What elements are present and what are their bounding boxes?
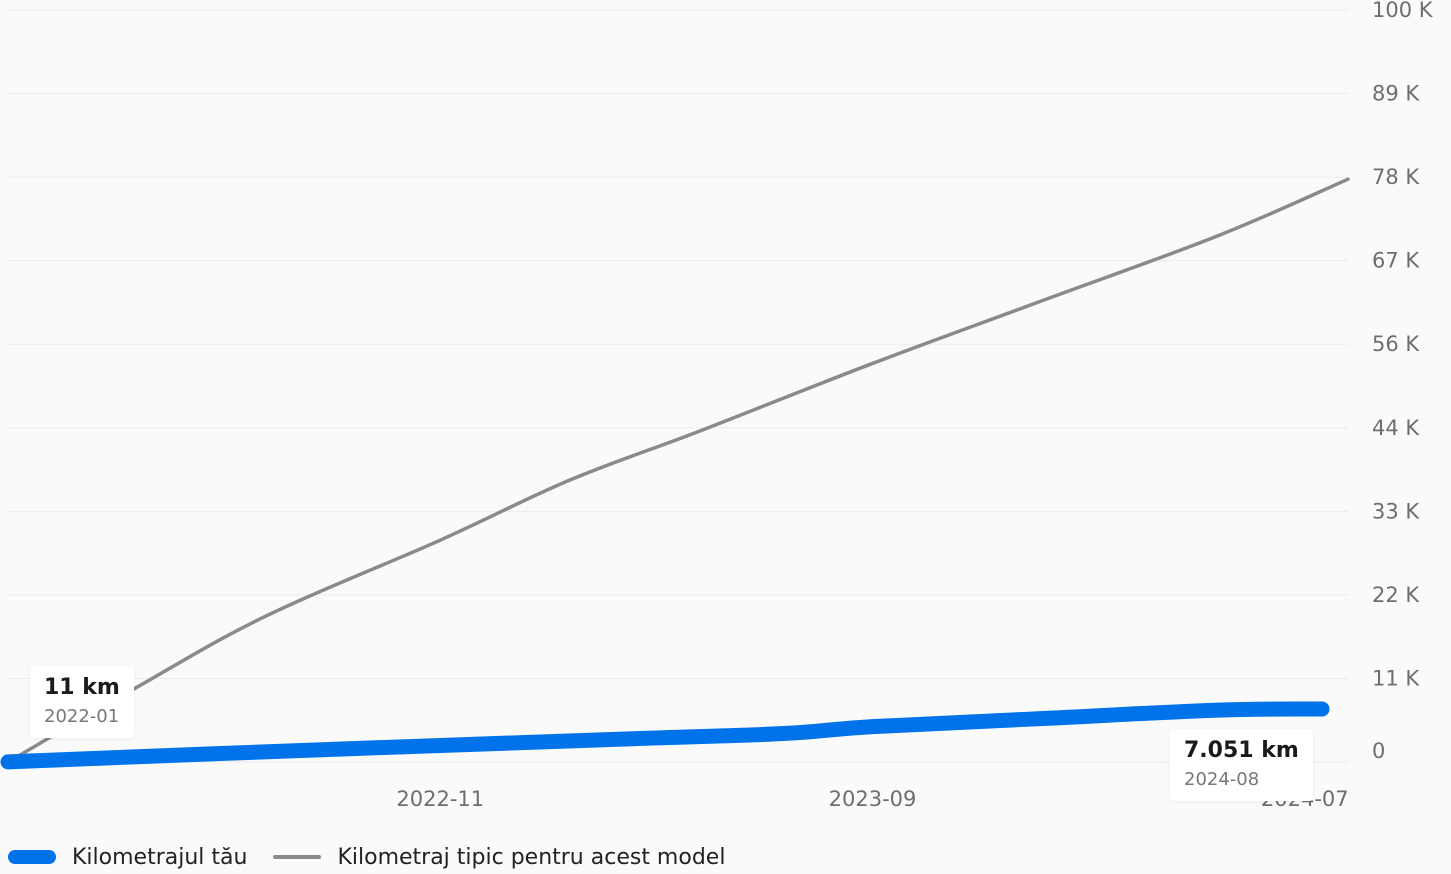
x-tick-label: 2022-11	[396, 787, 484, 811]
tooltip-last-date: 2024-08	[1184, 768, 1260, 790]
tooltip-last-point: 7.051 km 2024-08	[1170, 728, 1313, 801]
y-tick-label: 44 K	[1372, 416, 1420, 440]
series-line-typical-mileage	[6, 177, 1350, 764]
tooltip-first-value: 11 km	[44, 674, 120, 700]
y-tick-label: 0	[1372, 739, 1385, 763]
legend-label-your-mileage: Kilometrajul tău	[72, 844, 248, 870]
y-tick-label: 100 K	[1372, 0, 1434, 22]
y-tick-label: 11 K	[1372, 666, 1420, 690]
y-axis-ticks: 0 11 K 22 K 33 K 44 K 56 K 67 K 78 K 89 K 100 K	[1372, 0, 1434, 763]
tooltip-last-value: 7.051 km	[1184, 737, 1299, 763]
chart-legend: Kilometrajul tău Kilometraj tipic pentru…	[8, 840, 751, 874]
chart-canvas: 0 11 K 22 K 33 K 44 K 56 K 67 K 78 K 89 K 100 K 2…	[0, 0, 1434, 811]
grid-lines	[8, 9, 1348, 763]
x-tick-label: 2023-09	[829, 787, 917, 811]
legend-label-typical-mileage: Kilometraj tipic pentru acest model	[337, 844, 726, 870]
y-tick-label: 78 K	[1372, 165, 1420, 189]
series-lines	[0, 177, 1350, 770]
legend-item-your-mileage[interactable]: Kilometrajul tău	[8, 845, 247, 870]
legend-swatch-blue	[8, 850, 56, 864]
y-tick-label: 67 K	[1372, 249, 1420, 273]
legend-swatch-gray	[273, 855, 322, 859]
y-tick-label: 22 K	[1372, 583, 1420, 607]
tooltip-first-date: 2022-01	[44, 705, 120, 727]
y-tick-label: 33 K	[1372, 499, 1420, 523]
tooltip-first-point: 11 km 2022-01	[30, 665, 134, 738]
series-line-your-mileage	[0, 701, 1330, 770]
y-tick-label: 56 K	[1372, 332, 1420, 356]
legend-item-typical-mileage[interactable]: Kilometraj tipic pentru acest model	[273, 845, 725, 870]
y-tick-label: 89 K	[1372, 82, 1420, 106]
